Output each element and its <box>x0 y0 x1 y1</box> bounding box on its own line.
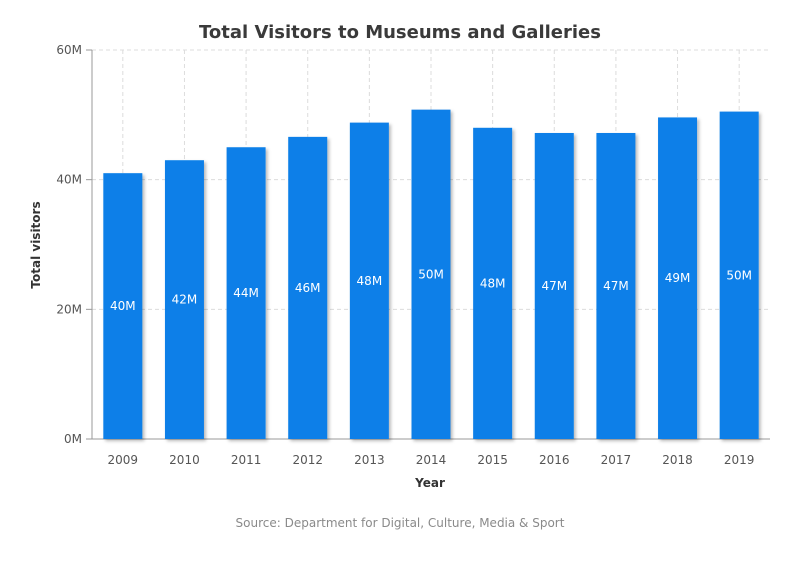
y-axis-title: Total visitors <box>29 201 43 288</box>
bar-value-label: 46M <box>295 281 321 295</box>
bar-value-label: 48M <box>480 276 506 290</box>
bar-value-label: 42M <box>172 293 198 307</box>
source-note: Source: Department for Digital, Culture,… <box>236 516 565 530</box>
y-tick-label: 40M <box>56 173 82 187</box>
x-tick-label: 2016 <box>539 453 570 467</box>
x-axis-title: Year <box>414 476 445 490</box>
bar-2011 <box>226 147 266 439</box>
bar-2015 <box>473 127 513 440</box>
data-labels: 40M 42M 44M 46M 48M 50M 48M 47M 47M 49M 50M <box>110 267 752 313</box>
bar-2010 <box>164 160 204 439</box>
bar-2017 <box>596 132 636 439</box>
x-tick-label: 2009 <box>108 453 139 467</box>
bar-2012 <box>288 136 328 440</box>
tick-labels: 0M 20M 40M 60M 2009 2010 2011 2012 2013 2014 2015 2… <box>56 43 754 467</box>
bar-value-label: 48M <box>357 274 383 288</box>
x-tick-label: 2014 <box>416 453 447 467</box>
bar-2019 <box>719 111 759 439</box>
x-tick-label: 2012 <box>292 453 323 467</box>
chart-title: Total Visitors to Museums and Galleries <box>199 22 601 43</box>
x-tick-label: 2013 <box>354 453 385 467</box>
x-tick-label: 2017 <box>601 453 632 467</box>
x-tick-label: 2011 <box>231 453 262 467</box>
bars <box>103 109 759 440</box>
bar-2018 <box>658 117 698 439</box>
bar-value-label: 47M <box>541 279 567 293</box>
bar-2014 <box>411 109 451 439</box>
bar-value-label: 40M <box>110 299 136 313</box>
y-tick-label: 60M <box>56 43 82 57</box>
y-tick-label: 0M <box>64 432 82 446</box>
bar-2016 <box>534 132 574 439</box>
x-tick-label: 2010 <box>169 453 200 467</box>
bar-value-label: 50M <box>418 267 444 281</box>
bar-value-label: 47M <box>603 279 629 293</box>
y-tick-label: 20M <box>56 302 82 316</box>
bar-2009 <box>103 173 143 439</box>
x-tick-label: 2019 <box>724 453 755 467</box>
bar-2013 <box>349 122 389 439</box>
bar-value-label: 44M <box>233 286 259 300</box>
bar-value-label: 49M <box>665 271 691 285</box>
x-tick-label: 2015 <box>477 453 508 467</box>
bar-value-label: 50M <box>726 268 752 282</box>
x-tick-label: 2018 <box>662 453 693 467</box>
